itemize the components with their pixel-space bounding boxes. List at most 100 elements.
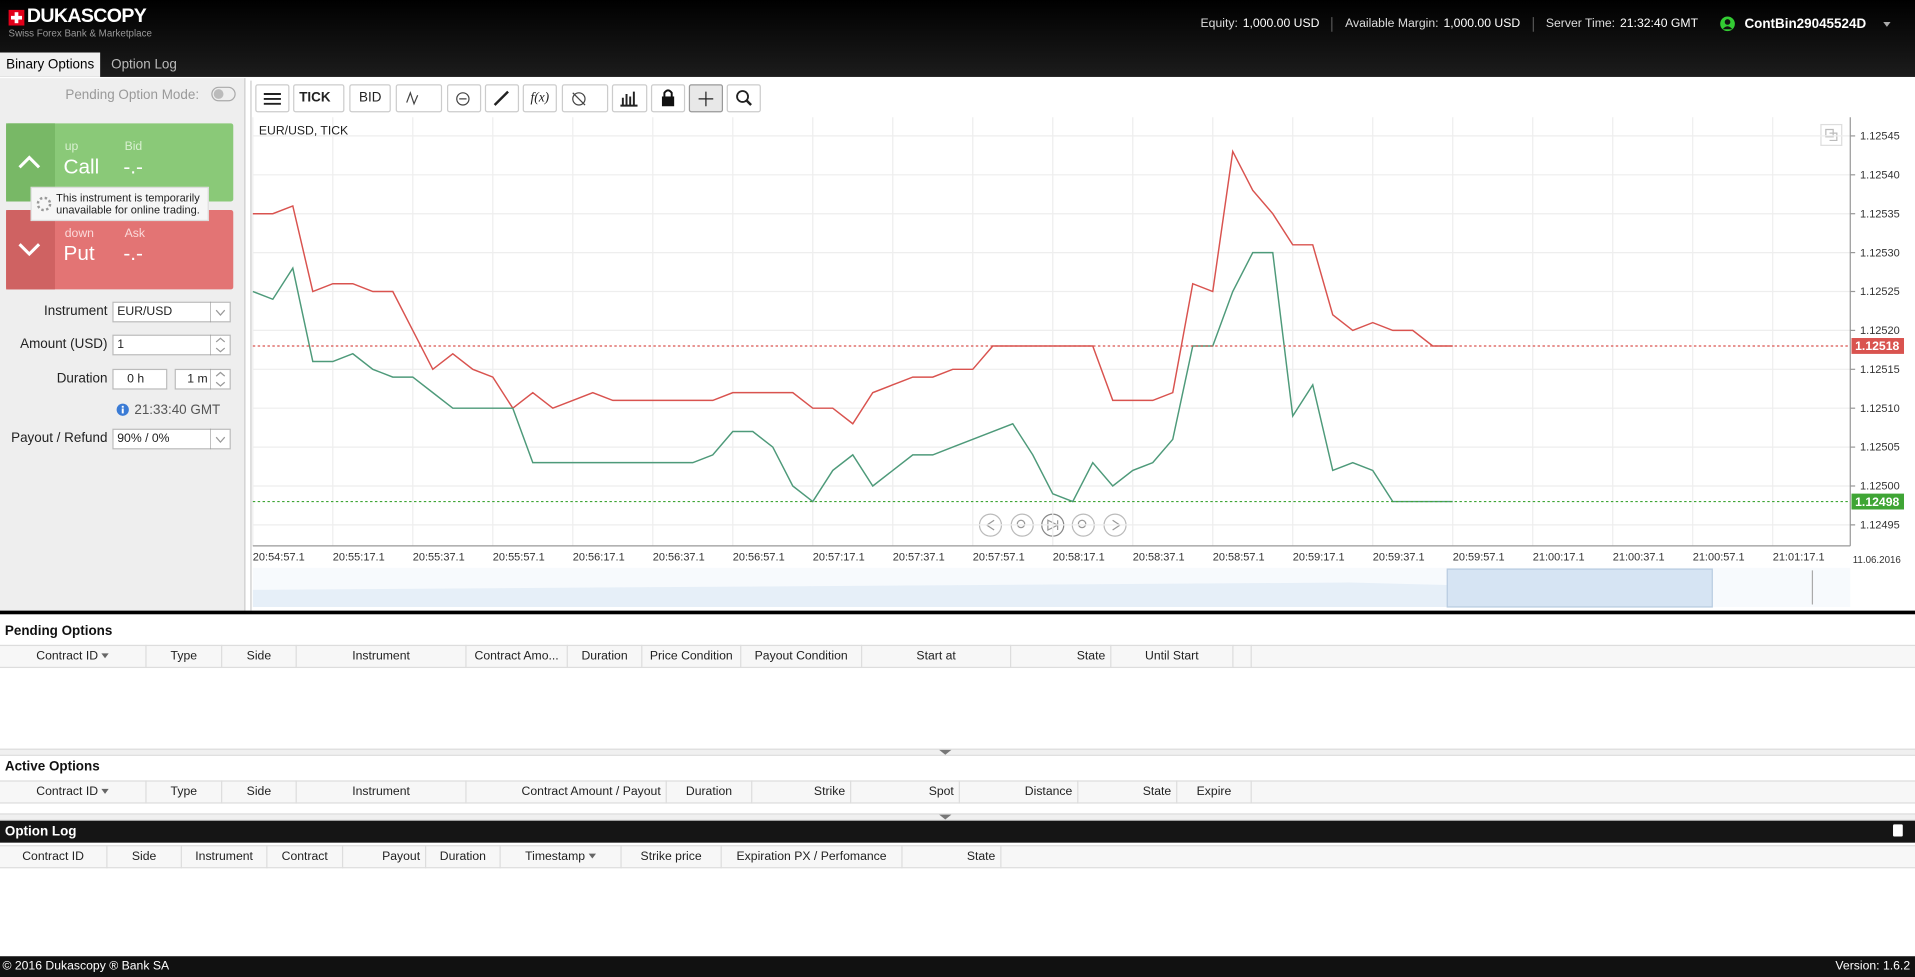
x-tick-label: 20:59:57.1 <box>1453 552 1505 564</box>
divider <box>0 610 1915 615</box>
amount-label: Amount (USD) <box>20 337 108 352</box>
up-chevron <box>18 155 41 169</box>
y-tick-label: 1.12510 <box>1860 403 1900 415</box>
column-label: Duration <box>581 649 628 664</box>
column-label: Type <box>170 785 198 799</box>
tooltip <box>30 186 209 222</box>
column-header[interactable]: Instrument <box>182 845 268 869</box>
splitter-handle[interactable] <box>939 749 952 755</box>
expand-button[interactable] <box>1820 123 1843 146</box>
x-tick-label: 21:00:57.1 <box>1693 552 1745 564</box>
tab-active[interactable]: Binary Options <box>0 52 101 77</box>
column-header[interactable]: Side <box>222 780 297 804</box>
column-header[interactable]: Type <box>147 780 223 804</box>
splitter-handle[interactable] <box>939 814 952 820</box>
menu-button[interactable] <box>255 84 290 113</box>
duration-minutes[interactable]: 1 m <box>174 368 231 390</box>
column-header[interactable]: Timestamp <box>501 845 622 869</box>
tab[interactable]: Option Log <box>111 57 177 73</box>
x-tick-label: 20:56:57.1 <box>733 552 785 564</box>
column-header[interactable]: Contract Amo... <box>467 644 568 669</box>
volume-button[interactable] <box>611 84 648 113</box>
column-label: Until Start <box>1145 649 1199 664</box>
ask-price-label: 1.12518 <box>1855 339 1899 353</box>
column-header[interactable]: Duration <box>426 845 501 869</box>
navigator-window[interactable] <box>1446 568 1713 608</box>
column-header[interactable]: Duration <box>667 780 753 804</box>
x-tick-label: 20:56:17.1 <box>573 552 625 564</box>
y-tick-label: 1.12515 <box>1860 364 1900 376</box>
column-header[interactable]: Side <box>222 644 297 669</box>
crosshair-button[interactable] <box>688 84 724 113</box>
payout-select[interactable]: 90% / 0% <box>112 428 231 450</box>
instrument-select[interactable]: EUR/USD <box>112 301 231 323</box>
column-header[interactable]: Price Condition <box>642 644 742 669</box>
column-header[interactable]: Payout <box>343 845 427 869</box>
column-header[interactable]: Instrument <box>297 644 467 669</box>
column-header[interactable]: State <box>1078 780 1178 804</box>
column-label: Expire <box>1196 785 1232 799</box>
column-header[interactable]: Type <box>147 644 223 669</box>
trash-icon[interactable] <box>1893 824 1903 837</box>
column-label: Distance <box>1024 785 1073 799</box>
duration-hours[interactable]: 0 h <box>112 368 168 390</box>
column-header[interactable]: Side <box>107 845 182 869</box>
column-header[interactable]: Payout Condition <box>741 644 863 669</box>
column-header[interactable]: Instrument <box>297 780 467 804</box>
column-header[interactable]: Contract ID <box>0 845 108 869</box>
bid-price-box <box>1851 493 1905 510</box>
y-tick-label: 1.12545 <box>1860 131 1900 143</box>
column-header[interactable]: Strike <box>752 780 852 804</box>
column-header[interactable]: Spot <box>851 780 960 804</box>
column-header[interactable]: State <box>1011 644 1112 669</box>
shapes-button[interactable] <box>446 84 482 113</box>
input-arrows <box>210 301 226 450</box>
x-tick-label: 20:56:37.1 <box>653 552 705 564</box>
ask-price-box <box>1851 338 1905 354</box>
column-header[interactable]: Until Start <box>1111 644 1234 669</box>
column-header[interactable]: Start at <box>862 644 1012 669</box>
section-title: Active Options <box>0 755 1915 778</box>
user-menu-arrow[interactable] <box>1883 21 1891 27</box>
column-header[interactable]: Strike price <box>622 845 722 869</box>
spinner <box>36 196 52 212</box>
expiry-time: 21:33:40 GMT <box>134 403 221 418</box>
column-label: State <box>1142 785 1172 799</box>
draw-button[interactable] <box>484 84 520 113</box>
x-tick-label: 20:58:17.1 <box>1053 552 1105 564</box>
pending-mode-toggle[interactable] <box>211 86 236 102</box>
feed-button[interactable]: TICK <box>293 84 345 113</box>
column-header[interactable]: Contract Amount / Payout <box>467 780 667 804</box>
user-name[interactable]: ContBin29045524D <box>1744 16 1867 32</box>
column-header[interactable]: State <box>903 845 1002 869</box>
column-header[interactable]: Distance <box>960 780 1079 804</box>
column-header[interactable]: Contract ID <box>0 780 147 804</box>
magnet-button[interactable] <box>561 84 609 113</box>
zoom-button[interactable] <box>726 84 761 113</box>
server-time: 21:32:40 GMT <box>1619 17 1699 31</box>
column-header[interactable]: Duration <box>568 644 643 669</box>
section-title: Option Log <box>0 820 1915 843</box>
amount-input[interactable]: 1 <box>112 334 231 356</box>
column-header[interactable]: Contract ID <box>0 644 147 669</box>
column-header[interactable]: Expiration PX / Perfomance <box>722 845 903 869</box>
column-header[interactable]: Expire <box>1177 780 1252 804</box>
footer <box>0 956 1915 977</box>
price-line <box>252 149 1453 425</box>
logo: DUKASCOPY <box>26 6 147 27</box>
sort-arrow <box>101 653 110 659</box>
y-tick-label: 1.12535 <box>1860 208 1900 220</box>
put-button[interactable] <box>6 210 234 290</box>
chart-type-button[interactable] <box>395 84 443 113</box>
indicators-button[interactable]: f(x) <box>522 84 557 113</box>
y-tick-label: 1.12495 <box>1860 520 1900 532</box>
separator <box>1331 16 1333 32</box>
sort-arrow <box>588 854 597 859</box>
column-header[interactable]: Contract <box>267 845 344 869</box>
side-button[interactable]: BID <box>349 84 391 113</box>
price-line <box>252 251 1453 503</box>
column-label: Instrument <box>195 849 253 864</box>
column-label: Contract ID <box>22 849 85 864</box>
x-tick-label: 20:54:57.1 <box>253 552 305 564</box>
lock-button[interactable] <box>650 84 686 113</box>
